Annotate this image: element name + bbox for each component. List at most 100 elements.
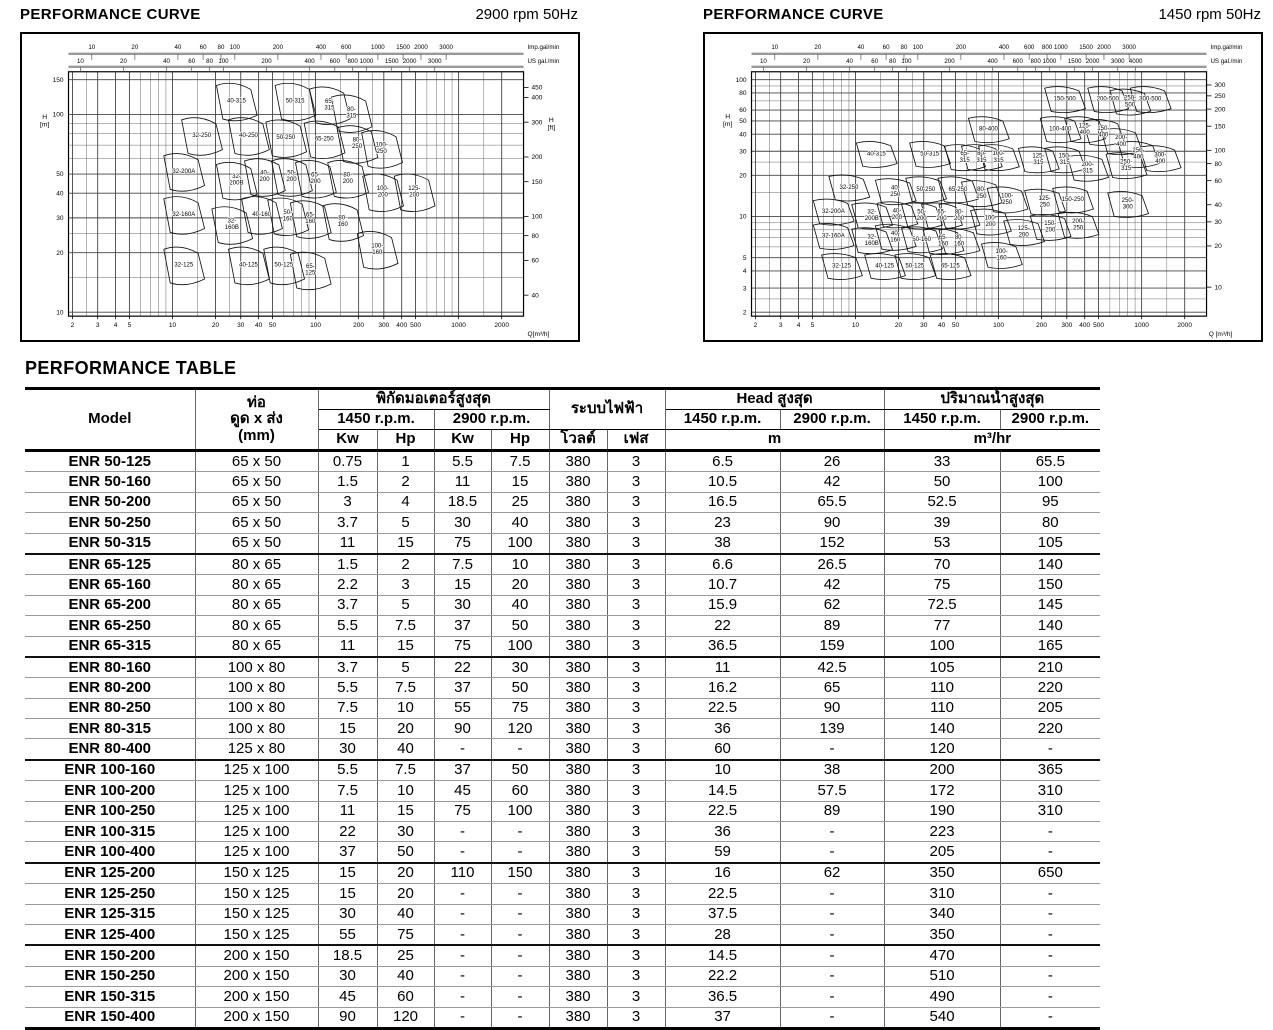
svg-text:40-200: 40-200 (259, 171, 270, 184)
table-cell: - (433, 883, 492, 905)
model-cell: ENR 100-315 (25, 821, 196, 843)
svg-text:65-250: 65-250 (948, 187, 967, 193)
svg-text:10: 10 (739, 214, 747, 221)
table-cell: 100 (490, 801, 550, 823)
table-cell: 380 (548, 780, 608, 802)
svg-text:100: 100 (310, 322, 321, 329)
table-cell: 89 (779, 615, 885, 637)
table-cell: 110 (883, 677, 1001, 699)
table-cell: 380 (548, 758, 608, 782)
svg-text:30: 30 (739, 148, 747, 155)
svg-text:100: 100 (736, 77, 747, 84)
svg-text:40-160: 40-160 (252, 212, 271, 218)
table-cell: 172 (883, 780, 1001, 802)
svg-text:250-300: 250-300 (1122, 198, 1134, 211)
svg-text:30: 30 (1214, 219, 1222, 226)
performance-curve-1450-block: PERFORMANCE CURVE 1450 rpm 50Hz 10 20 40 60… (703, 6, 1263, 342)
table-cell: 90 (779, 512, 885, 534)
table-cell: 3 (606, 450, 666, 473)
chart-title-2900: PERFORMANCE CURVE (20, 6, 201, 23)
svg-text:400: 400 (999, 44, 1010, 51)
svg-text:40-250: 40-250 (890, 185, 901, 198)
table-row: ENR 125-250 150 x 125 15 20- -380 3 22.5-310- (25, 883, 1101, 905)
table-cell: 205 (999, 698, 1101, 720)
svg-text:80-400: 80-400 (979, 127, 998, 133)
svg-text:20: 20 (212, 322, 220, 329)
table-row: ENR 80-160 100 x 80 3.7 5 22 30 380 3 11 42.5 105 2… (25, 655, 1101, 679)
table-cell: 5 (376, 512, 435, 534)
col-header-phase: เฟส (606, 429, 666, 451)
table-cell: 80 x 65 (194, 595, 319, 617)
table-cell: 1 (376, 450, 435, 473)
table-cell: 380 (548, 655, 608, 679)
table-cell: 210 (999, 655, 1101, 679)
svg-text:100: 100 (901, 58, 912, 65)
table-cell: 30 (376, 821, 435, 843)
table-cell: 3 (606, 512, 666, 534)
performance-table-body: ENR 50-125 65 x 50 0.75 1 5.5 7.5 380 3 6.5 26 33 6… (25, 450, 1101, 1029)
svg-text:600: 600 (341, 44, 352, 51)
table-cell: 77 (883, 615, 1001, 637)
svg-text:400: 400 (316, 44, 327, 51)
table-cell: 310 (999, 780, 1101, 802)
table-cell: 37 (433, 615, 492, 637)
svg-text:30: 30 (237, 322, 245, 329)
table-cell: 11 (317, 801, 378, 823)
model-cell: ENR 150-400 (25, 1007, 196, 1029)
table-cell: 75 (883, 574, 1001, 596)
svg-text:800: 800 (1042, 44, 1053, 51)
svg-text:300-500: 300-500 (1139, 97, 1162, 103)
svg-text:100: 100 (230, 44, 241, 51)
svg-text:200-500: 200-500 (1097, 97, 1120, 103)
table-cell: 23 (664, 512, 781, 534)
table-cell: 365 (999, 758, 1101, 782)
table-cell: 2 (376, 471, 435, 493)
table-cell: 3 (606, 1007, 666, 1029)
table-cell: 26.5 (779, 552, 885, 576)
table-cell: - (779, 738, 885, 761)
table-cell: - (433, 924, 492, 946)
svg-text:200: 200 (1214, 106, 1225, 113)
table-cell: 350 (883, 861, 1001, 885)
svg-text:40: 40 (56, 190, 64, 197)
model-cell: ENR 50-200 (25, 492, 196, 514)
model-cell: ENR 65-200 (25, 595, 196, 617)
table-cell: 5.5 (317, 677, 378, 699)
table-cell: - (490, 841, 550, 864)
table-cell: 3.7 (317, 655, 378, 679)
table-cell: 380 (548, 966, 608, 988)
svg-text:5: 5 (743, 255, 747, 262)
table-cell: 350 (883, 924, 1001, 946)
table-cell: 30 (317, 966, 378, 988)
table-cell: - (490, 986, 550, 1008)
table-cell: 30 (317, 738, 378, 761)
table-cell: 2.2 (317, 574, 378, 596)
table-cell: - (433, 841, 492, 864)
table-cell: 3 (376, 574, 435, 596)
table-cell: 3 (606, 966, 666, 988)
svg-text:200: 200 (1036, 322, 1047, 329)
table-cell: 380 (548, 552, 608, 576)
table-cell: 380 (548, 698, 608, 720)
model-cell: ENR 125-250 (25, 883, 196, 905)
svg-text:10: 10 (771, 44, 778, 51)
svg-text:100: 100 (1214, 147, 1225, 154)
model-cell: ENR 80-200 (25, 677, 196, 699)
model-cell: ENR 150-250 (25, 966, 196, 988)
table-cell: 3 (606, 821, 666, 843)
table-cell: 22 (433, 655, 492, 679)
svg-text:32-125: 32-125 (174, 262, 193, 268)
table-cell: 200 x 150 (194, 986, 319, 1008)
svg-text:65-160: 65-160 (938, 235, 949, 248)
table-cell: 30 (490, 655, 550, 679)
table-cell: 380 (548, 450, 608, 473)
table-cell: - (490, 738, 550, 761)
table-cell: 50 (490, 758, 550, 782)
performance-table: Model ท่อ ดูด x ส่ง (mm) พิกัดมอเตอร์สูง… (25, 387, 1101, 1030)
table-cell: 65 x 50 (194, 471, 319, 493)
table-cell: 139 (779, 718, 885, 740)
table-cell: 25 (376, 944, 435, 967)
svg-text:65-125: 65-125 (305, 264, 316, 277)
svg-text:1000: 1000 (1134, 322, 1149, 329)
svg-text:200-250: 200-250 (1072, 219, 1084, 232)
